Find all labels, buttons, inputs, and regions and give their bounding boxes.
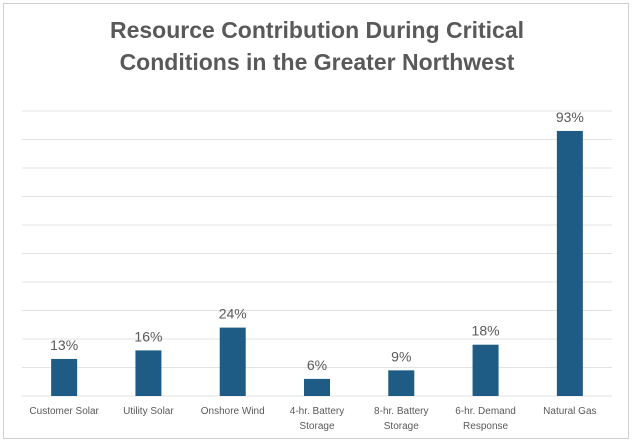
category-label: Storage (299, 421, 334, 432)
bar (472, 344, 499, 396)
bar (556, 130, 583, 396)
chart-title: Resource Contribution During Critical Co… (0, 14, 634, 78)
data-label: 13% (50, 337, 78, 353)
data-label: 93% (556, 109, 584, 125)
category-label: Customer Solar (29, 406, 99, 417)
category-label: 8-hr. Battery (374, 406, 428, 417)
chart-title-line-1: Resource Contribution During Critical (109, 17, 525, 43)
category-label: Natural Gas (543, 406, 596, 417)
chart-frame (3, 3, 629, 439)
chart-title-line-2: Conditions in the Greater Northwest (119, 49, 515, 75)
data-label: 24% (219, 306, 247, 322)
bar (388, 370, 415, 396)
category-label: Response (463, 421, 508, 432)
bar (135, 350, 162, 396)
data-label: 6% (307, 357, 327, 373)
category-label: Utility Solar (123, 406, 174, 417)
bar (51, 358, 78, 396)
category-label: 6-hr. Demand (455, 406, 516, 417)
data-label: 9% (391, 348, 411, 364)
data-label: 16% (134, 328, 162, 344)
category-label: 4-hr. Battery (290, 406, 344, 417)
bar (219, 327, 246, 396)
category-label: Onshore Wind (201, 406, 265, 417)
data-label: 18% (472, 323, 500, 339)
category-label: Storage (384, 421, 419, 432)
bar (304, 378, 330, 396)
